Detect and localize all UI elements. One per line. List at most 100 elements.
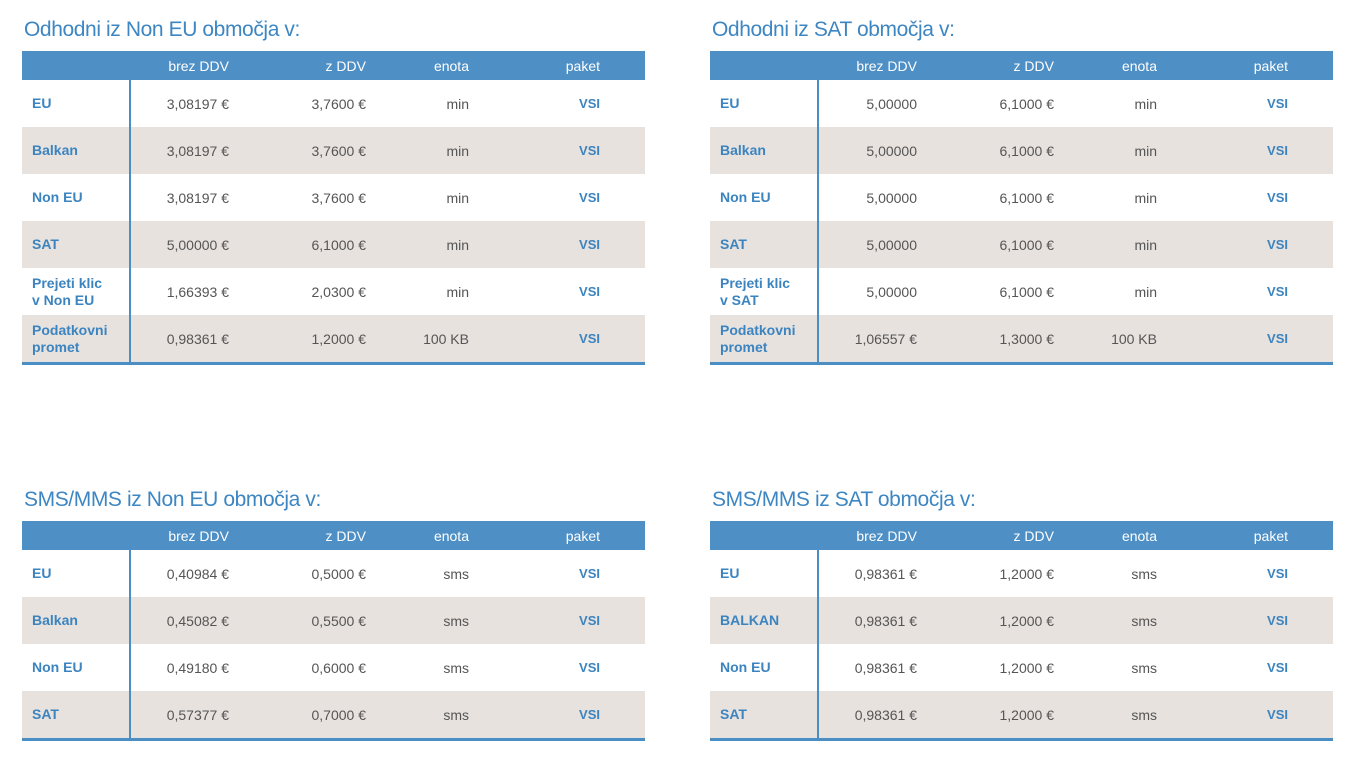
table-header: brez DDV z DDV enota paket bbox=[710, 521, 1333, 550]
table-header: brez DDV z DDV enota paket bbox=[22, 521, 645, 550]
table-row: Non EU 3,08197 € 3,7600 € min VSI bbox=[22, 174, 645, 221]
row-z-ddv: 3,7600 € bbox=[311, 189, 367, 206]
header-enota: enota bbox=[1121, 57, 1157, 74]
row-paket-link[interactable]: VSI bbox=[579, 143, 600, 158]
row-brez-ddv: 5,00000 bbox=[866, 189, 917, 206]
row-brez-ddv: 0,40984 € bbox=[166, 565, 229, 582]
row-zone: Balkan bbox=[710, 127, 819, 174]
header-brez-ddv: brez DDV bbox=[168, 527, 229, 544]
row-brez-ddv: 5,00000 bbox=[866, 236, 917, 253]
row-enota: 100 KB bbox=[1111, 330, 1157, 347]
row-zone: Prejeti klic v Non EU bbox=[22, 268, 131, 315]
table-row: SAT 5,00000 6,1000 € min VSI bbox=[710, 221, 1333, 268]
row-paket-link[interactable]: VSI bbox=[1267, 566, 1288, 581]
row-enota: min bbox=[446, 283, 469, 300]
table-row: SAT 0,98361 € 1,2000 € sms VSI bbox=[710, 691, 1333, 738]
row-paket-link[interactable]: VSI bbox=[579, 613, 600, 628]
row-z-ddv: 6,1000 € bbox=[999, 142, 1055, 159]
row-paket-link[interactable]: VSI bbox=[1267, 707, 1288, 722]
row-enota: min bbox=[446, 95, 469, 112]
row-brez-ddv: 0,98361 € bbox=[166, 330, 229, 347]
table-header: brez DDV z DDV enota paket bbox=[22, 51, 645, 80]
row-paket-link[interactable]: VSI bbox=[1267, 237, 1288, 252]
row-paket-link[interactable]: VSI bbox=[579, 331, 600, 346]
header-name bbox=[710, 521, 819, 550]
row-z-ddv: 1,2000 € bbox=[999, 659, 1055, 676]
row-brez-ddv: 5,00000 bbox=[866, 283, 917, 300]
table-row: Non EU 0,98361 € 1,2000 € sms VSI bbox=[710, 644, 1333, 691]
row-paket-link[interactable]: VSI bbox=[579, 660, 600, 675]
row-z-ddv: 0,6000 € bbox=[311, 659, 367, 676]
row-zone: Non EU bbox=[710, 174, 819, 221]
row-paket-link[interactable]: VSI bbox=[1267, 190, 1288, 205]
row-zone: EU bbox=[22, 80, 131, 127]
row-z-ddv: 3,7600 € bbox=[311, 142, 367, 159]
header-brez-ddv: brez DDV bbox=[168, 57, 229, 74]
price-table: brez DDV z DDV enota paket EU 0,98361 € … bbox=[710, 521, 1333, 741]
row-zone: Non EU bbox=[22, 174, 131, 221]
header-paket: paket bbox=[1253, 527, 1288, 544]
row-paket-link[interactable]: VSI bbox=[1267, 143, 1288, 158]
row-zone: EU bbox=[22, 550, 131, 597]
row-zone: Podatkovni promet bbox=[710, 315, 819, 362]
header-name bbox=[22, 521, 131, 550]
row-paket-link[interactable]: VSI bbox=[579, 237, 600, 252]
row-z-ddv: 1,2000 € bbox=[999, 612, 1055, 629]
row-enota: sms bbox=[443, 612, 469, 629]
row-brez-ddv: 0,98361 € bbox=[854, 565, 917, 582]
table-title: SMS/MMS iz SAT območja v: bbox=[712, 488, 976, 511]
header-paket: paket bbox=[565, 57, 600, 74]
header-z-ddv: z DDV bbox=[325, 57, 366, 74]
row-paket-link[interactable]: VSI bbox=[1267, 284, 1288, 299]
row-enota: min bbox=[446, 236, 469, 253]
row-z-ddv: 2,0300 € bbox=[311, 283, 367, 300]
table-row: Prejeti klic v SAT 5,00000 6,1000 € min … bbox=[710, 268, 1333, 315]
row-paket-link[interactable]: VSI bbox=[579, 707, 600, 722]
row-z-ddv: 1,2000 € bbox=[999, 565, 1055, 582]
row-paket-link[interactable]: VSI bbox=[579, 190, 600, 205]
row-zone: Balkan bbox=[22, 127, 131, 174]
row-zone: BALKAN bbox=[710, 597, 819, 644]
row-enota: sms bbox=[443, 565, 469, 582]
row-brez-ddv: 5,00000 bbox=[866, 142, 917, 159]
row-brez-ddv: 1,66393 € bbox=[166, 283, 229, 300]
header-brez-ddv: brez DDV bbox=[856, 527, 917, 544]
table-row: EU 5,00000 6,1000 € min VSI bbox=[710, 80, 1333, 127]
row-z-ddv: 0,7000 € bbox=[311, 706, 367, 723]
header-enota: enota bbox=[1121, 527, 1157, 544]
table-row: Podatkovni promet 0,98361 € 1,2000 € 100… bbox=[22, 315, 645, 362]
row-paket-link[interactable]: VSI bbox=[1267, 331, 1288, 346]
table-row: EU 3,08197 € 3,7600 € min VSI bbox=[22, 80, 645, 127]
row-z-ddv: 1,3000 € bbox=[999, 330, 1055, 347]
row-zone: SAT bbox=[22, 691, 131, 738]
row-zone: SAT bbox=[710, 221, 819, 268]
row-brez-ddv: 0,98361 € bbox=[854, 706, 917, 723]
row-enota: min bbox=[1134, 236, 1157, 253]
row-brez-ddv: 1,06557 € bbox=[854, 330, 917, 347]
header-z-ddv: z DDV bbox=[325, 527, 366, 544]
row-enota: min bbox=[1134, 95, 1157, 112]
header-enota: enota bbox=[433, 527, 469, 544]
row-brez-ddv: 0,98361 € bbox=[854, 659, 917, 676]
row-paket-link[interactable]: VSI bbox=[579, 96, 600, 111]
row-brez-ddv: 5,00000 bbox=[866, 95, 917, 112]
row-brez-ddv: 3,08197 € bbox=[166, 189, 229, 206]
row-enota: min bbox=[446, 142, 469, 159]
row-paket-link[interactable]: VSI bbox=[1267, 660, 1288, 675]
row-paket-link[interactable]: VSI bbox=[579, 566, 600, 581]
row-paket-link[interactable]: VSI bbox=[579, 284, 600, 299]
table-row: SAT 5,00000 € 6,1000 € min VSI bbox=[22, 221, 645, 268]
row-z-ddv: 6,1000 € bbox=[999, 95, 1055, 112]
row-enota: min bbox=[1134, 189, 1157, 206]
price-table: brez DDV z DDV enota paket EU 5,00000 6,… bbox=[710, 51, 1333, 365]
row-z-ddv: 6,1000 € bbox=[311, 236, 367, 253]
row-paket-link[interactable]: VSI bbox=[1267, 613, 1288, 628]
price-table: brez DDV z DDV enota paket EU 0,40984 € … bbox=[22, 521, 645, 741]
row-enota: sms bbox=[443, 706, 469, 723]
table-row: EU 0,98361 € 1,2000 € sms VSI bbox=[710, 550, 1333, 597]
table-row: Balkan 0,45082 € 0,5500 € sms VSI bbox=[22, 597, 645, 644]
table-row: Podatkovni promet 1,06557 € 1,3000 € 100… bbox=[710, 315, 1333, 362]
row-paket-link[interactable]: VSI bbox=[1267, 96, 1288, 111]
row-brez-ddv: 0,57377 € bbox=[166, 706, 229, 723]
table-row: EU 0,40984 € 0,5000 € sms VSI bbox=[22, 550, 645, 597]
